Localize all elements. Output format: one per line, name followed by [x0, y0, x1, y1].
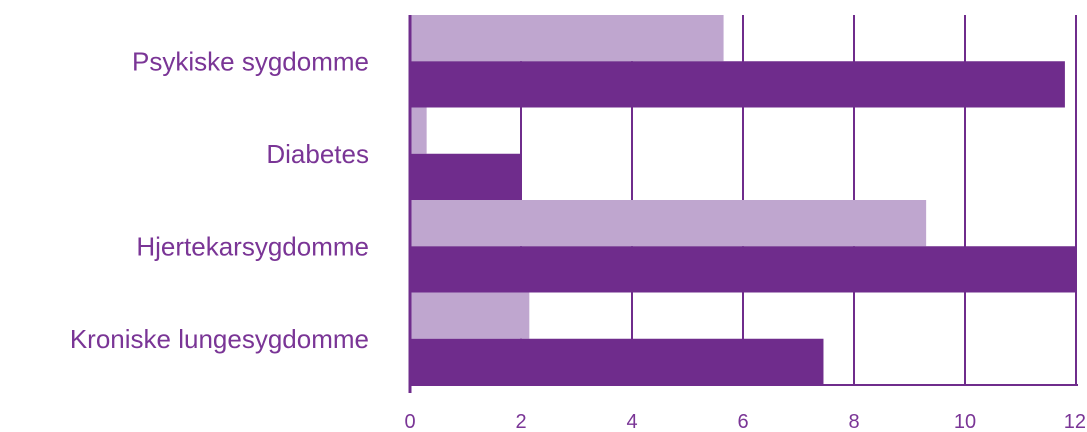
bars — [410, 15, 1076, 385]
x-tick-labels: 0 2 4 6 8 10 12 — [404, 411, 1086, 432]
x-tick-label: 0 — [404, 411, 415, 432]
bar-dark-3 — [410, 338, 824, 385]
bar-light-1 — [410, 107, 427, 154]
category-label: Hjertekarsygdomme — [136, 231, 369, 261]
bar-light-0 — [410, 15, 724, 62]
category-labels: Psykiske sygdomme Diabetes Hjertekarsygdom… — [70, 46, 369, 354]
x-tick-label: 10 — [954, 411, 976, 432]
bar-dark-1 — [410, 153, 521, 200]
category-label: Diabetes — [266, 139, 369, 169]
x-tick-label: 8 — [848, 411, 859, 432]
bar-light-3 — [410, 292, 530, 339]
x-tick-label: 6 — [737, 411, 748, 432]
bar-dark-0 — [410, 61, 1065, 108]
category-label: Kroniske lungesygdomme — [70, 324, 369, 354]
x-tick-label: 2 — [515, 411, 526, 432]
x-tick-label: 12 — [1064, 411, 1086, 432]
x-tick-label: 4 — [626, 411, 637, 432]
bar-dark-2 — [410, 246, 1076, 293]
bar-light-2 — [410, 200, 927, 247]
category-label: Psykiske sygdomme — [132, 46, 369, 76]
